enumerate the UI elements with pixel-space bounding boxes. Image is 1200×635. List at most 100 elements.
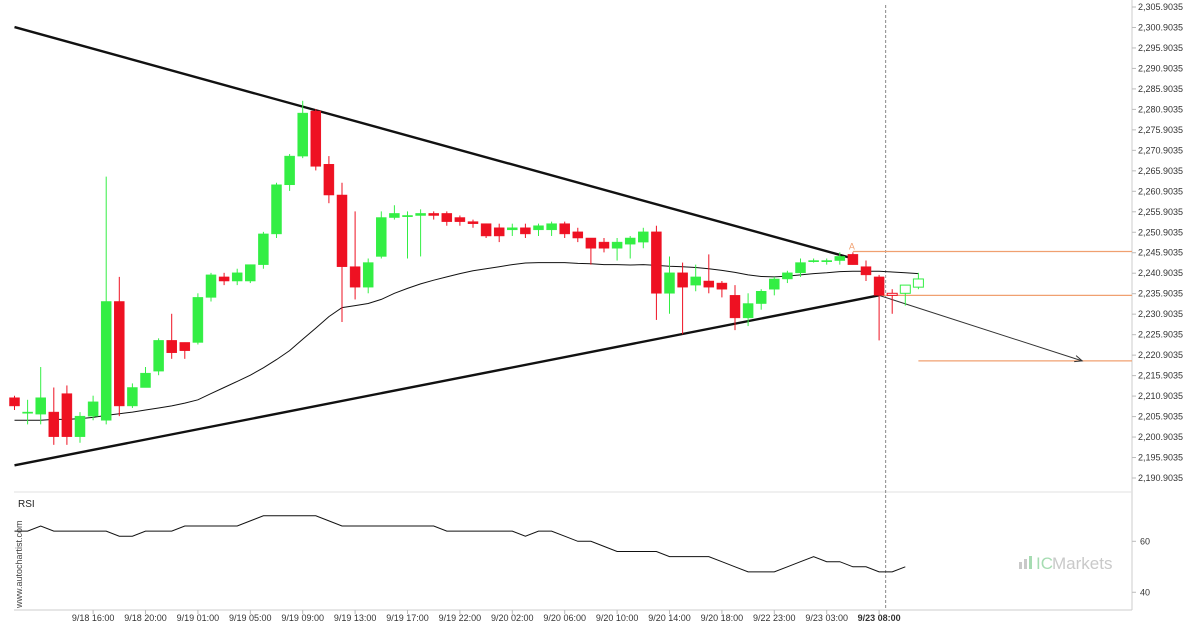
candle <box>402 211 413 259</box>
candle <box>638 227 649 249</box>
x-tick-label: 9/20 02:00 <box>491 613 534 623</box>
y-axis-ticks: 2,305.9035 2,300.9035 2,295.9035 2,290.9035… <box>1132 2 1183 483</box>
candle <box>258 231 269 269</box>
candle <box>703 254 715 294</box>
y-tick-label: 2,235.9035 <box>1138 289 1183 299</box>
candle-body <box>48 411 60 437</box>
y-tick-label: 2,200.9035 <box>1138 432 1183 442</box>
candle-body <box>349 266 361 288</box>
candle-body <box>245 264 256 282</box>
candle-body <box>87 401 99 417</box>
x-tick-label: 9/20 14:00 <box>648 613 691 623</box>
candle <box>310 108 322 171</box>
candle-body <box>559 223 570 235</box>
y-tick-label: 2,280.9035 <box>1138 104 1183 114</box>
moving-average-line <box>14 262 919 421</box>
x-tick-label: 9/19 17:00 <box>386 613 429 623</box>
y-tick-label: 2,215.9035 <box>1138 371 1183 381</box>
x-tick-label: 9/20 18:00 <box>701 613 744 623</box>
y-tick-label: 2,190.9035 <box>1138 473 1183 483</box>
candle <box>100 176 112 425</box>
y-tick-label: 2,250.9035 <box>1138 227 1183 237</box>
candle <box>323 156 335 204</box>
candle <box>114 276 125 417</box>
candle-body <box>192 297 204 343</box>
x-tick-label: 9/19 22:00 <box>439 613 482 623</box>
candle <box>716 281 728 298</box>
rsi-title: RSI <box>18 499 35 510</box>
candle-body <box>179 342 191 351</box>
candle-body <box>507 227 518 231</box>
candle-body <box>795 262 806 274</box>
candle <box>467 219 479 228</box>
candle <box>795 258 806 277</box>
candle <box>61 385 73 445</box>
candle <box>677 262 688 335</box>
candle-body <box>153 340 164 372</box>
y-tick-label: 2,275.9035 <box>1138 125 1183 135</box>
candle <box>572 227 584 243</box>
candle-body <box>729 295 741 319</box>
candle <box>912 272 924 290</box>
icmarkets-bars-icon <box>1019 556 1032 569</box>
candle-body <box>100 301 112 421</box>
level-label: A <box>849 242 855 252</box>
candle <box>690 264 701 292</box>
candle-body <box>782 272 793 280</box>
x-axis-ticks: 9/18 16:00 9/18 20:00 9/19 01:00 9/19 05:00… <box>72 610 901 623</box>
candle <box>362 258 374 294</box>
y-tick-label: 2,260.9035 <box>1138 186 1183 196</box>
candle <box>729 285 741 331</box>
candle <box>769 276 780 296</box>
candle <box>376 211 387 259</box>
candle <box>336 182 348 322</box>
candle-body <box>769 278 780 290</box>
candle-body <box>454 217 466 222</box>
x-tick-label: 9/18 16:00 <box>72 613 115 623</box>
candle <box>22 399 33 425</box>
y-tick-label: 2,220.9035 <box>1138 350 1183 360</box>
x-tick-label: 9/19 13:00 <box>334 613 377 623</box>
candle-body <box>61 393 73 437</box>
autochartist-watermark: www.autochartist.com <box>14 520 24 609</box>
candle <box>415 209 426 257</box>
candle <box>205 272 217 302</box>
candle <box>271 182 282 239</box>
candle-body <box>205 274 217 298</box>
candle-body <box>402 215 413 217</box>
chart-frame <box>14 0 1133 611</box>
rsi-tick-label: 60 <box>1140 536 1150 546</box>
rsi-line <box>14 515 906 573</box>
candle-body <box>742 303 754 319</box>
y-tick-label: 2,290.9035 <box>1138 63 1183 73</box>
rsi-panel: RSI <box>14 499 906 573</box>
candle <box>651 225 662 320</box>
candle-body <box>716 282 728 290</box>
candle-body <box>428 213 439 216</box>
candle <box>389 205 400 220</box>
candle-body <box>140 372 151 388</box>
candle-body <box>755 291 767 304</box>
candle <box>48 387 60 445</box>
candle-body <box>638 231 649 243</box>
candle <box>218 272 230 286</box>
x-tick-label: 9/19 09:00 <box>281 613 324 623</box>
candle-body <box>480 223 492 237</box>
x-tick-label: 9/20 06:00 <box>543 613 586 623</box>
candle <box>480 223 492 239</box>
candle <box>428 211 439 220</box>
candle-body <box>441 213 453 222</box>
candle <box>742 293 754 327</box>
y-tick-label: 2,240.9035 <box>1138 268 1183 278</box>
candle <box>127 383 138 408</box>
candle-body <box>467 221 479 224</box>
candle-body <box>611 241 623 249</box>
candle-body <box>690 276 701 286</box>
icmarkets-logo: IC Markets <box>1019 554 1112 573</box>
candle-body <box>218 276 230 282</box>
candle <box>559 221 570 239</box>
x-tick-label: 9/19 05:00 <box>229 613 272 623</box>
icmarkets-logo-ic: IC <box>1036 554 1053 573</box>
candle-body <box>127 387 138 407</box>
